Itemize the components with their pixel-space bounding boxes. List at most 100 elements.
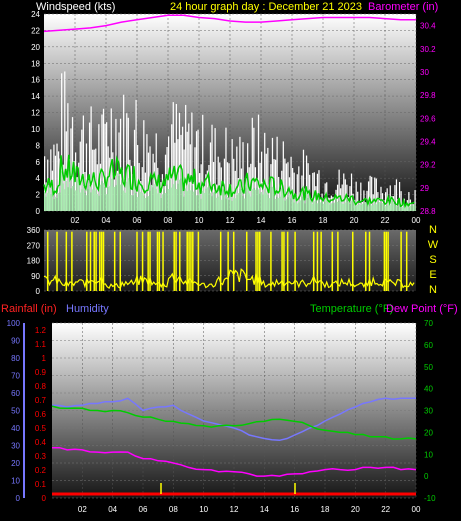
wind-gust-bar [343, 173, 345, 211]
compass-label: N [429, 224, 437, 236]
temperature-y-tick-label: 0 [424, 472, 429, 481]
wind-average-bar [236, 194, 238, 211]
wind-gust-bar [329, 197, 331, 211]
wind-average-bar [397, 206, 399, 211]
wind-y-tick-label: 8 [36, 141, 41, 150]
wind-average-bar [205, 188, 207, 211]
wind-average-bar [61, 171, 63, 211]
wind-average-bar [288, 194, 291, 211]
wind-gust-bar [375, 178, 377, 211]
climate-x-tick-label: 20 [351, 505, 360, 514]
wind-gust-bar [350, 173, 353, 211]
wind-gust-bar [152, 153, 154, 211]
wind-gust-bar [284, 158, 286, 211]
wind-average-bar [135, 192, 137, 211]
temperature-axis-title: Temperature (°F) [310, 303, 393, 315]
wind-gust-bar [385, 192, 387, 211]
wind-gust-bar [82, 115, 84, 211]
climate-x-tick-label: 00 [412, 505, 421, 514]
wind-average-bar [101, 181, 103, 211]
wind-average-bar [186, 191, 188, 211]
wind-average-bar [155, 188, 157, 211]
wind-average-bar [366, 202, 368, 211]
wind-average-bar [126, 181, 128, 211]
temperature-y-tick-label: 70 [424, 319, 433, 328]
wind-average-bar [374, 202, 376, 211]
wind-average-bar [92, 189, 94, 211]
wind-average-bar [340, 200, 342, 211]
climate-x-tick-label: 04 [108, 505, 117, 514]
humidity-y-tick-label: 20 [11, 459, 20, 468]
wind-gust-bar [101, 114, 103, 211]
wind-y-tick-label: 18 [31, 59, 40, 68]
rainfall-y-tick-label: 0.9 [35, 368, 47, 377]
wind-average-bar [219, 192, 221, 211]
wind-average-bar [202, 190, 204, 211]
wind-average-bar [243, 198, 246, 211]
wind-gust-bar [202, 114, 204, 211]
wind-average-bar [115, 185, 117, 211]
humidity-y-tick-label: 10 [11, 477, 20, 486]
wind-x-tick-label: 18 [319, 216, 328, 225]
wind-gust-bar [265, 153, 267, 211]
wind-gust-bar [180, 134, 182, 211]
wind-average-bar [137, 197, 139, 211]
wind-gust-bar [107, 146, 109, 211]
climate-x-tick-label: 08 [169, 505, 178, 514]
wind-gust-bar [414, 190, 416, 211]
wind-average-bar [98, 195, 100, 211]
climate-y-ticks: 010203040506070809010000.10.20.30.40.50.… [7, 319, 436, 503]
wind-average-bar [140, 191, 142, 211]
wind-average-bar [192, 191, 195, 211]
wind-average-bar [174, 178, 176, 211]
wind-gust-bar [79, 141, 81, 211]
rainfall-y-tick-label: 0.3 [35, 452, 47, 461]
wind-gust-bar [344, 179, 346, 211]
wind-average-bar [259, 193, 261, 211]
wind-average-bar [237, 193, 239, 211]
wind-gust-bar [288, 177, 291, 211]
wind-average-bar [53, 199, 55, 211]
wind-y-tick-label: 10 [31, 125, 40, 134]
wind-average-bar [123, 190, 125, 211]
barometer-axis-title: Barometer (in) [368, 1, 438, 13]
wind-gust-bar [293, 172, 295, 211]
wind-gust-bar [381, 193, 384, 211]
wind-gust-bar [276, 136, 278, 211]
wind-gust-bar [53, 144, 55, 211]
wind-average-bar [358, 204, 360, 211]
wind-average-bar [372, 204, 374, 211]
wind-average-bar [164, 193, 167, 211]
wind-average-bar [214, 191, 216, 211]
wind-average-bar [330, 203, 332, 211]
wind-average-bar [357, 205, 359, 211]
wind-average-bar [257, 189, 260, 211]
wind-gust-bar [191, 112, 193, 211]
wind-gust-bar [109, 157, 111, 211]
direction-y-tick-label: 360 [27, 226, 41, 235]
temperature-y-tick-label: 20 [424, 428, 433, 437]
wind-average-bar [352, 200, 354, 211]
wind-gust-bar [395, 179, 398, 211]
barometer-y-tick-label: 29.2 [420, 161, 436, 170]
rainfall-y-tick-label: 1 [42, 354, 47, 363]
barometer-y-tick-label: 29.8 [420, 91, 436, 100]
wind-average-bar [361, 203, 363, 211]
wind-average-bar [64, 189, 66, 211]
wind-average-bar [285, 199, 288, 211]
wind-average-bar [296, 203, 298, 211]
wind-average-bar [240, 188, 243, 211]
wind-gust-bar [369, 175, 371, 211]
wind-average-bar [154, 184, 156, 211]
wind-gust-bar [298, 166, 300, 211]
wind-average-bar [354, 204, 356, 211]
wind-gust-bar [95, 148, 97, 211]
wind-average-bar [110, 178, 112, 211]
wind-x-tick-label: 10 [195, 216, 204, 225]
wind-gust-bar [126, 113, 128, 211]
wind-gust-bar [138, 162, 140, 211]
wind-average-bar [341, 203, 343, 211]
wind-gust-bar [254, 167, 257, 211]
wind-average-bar [406, 205, 408, 211]
